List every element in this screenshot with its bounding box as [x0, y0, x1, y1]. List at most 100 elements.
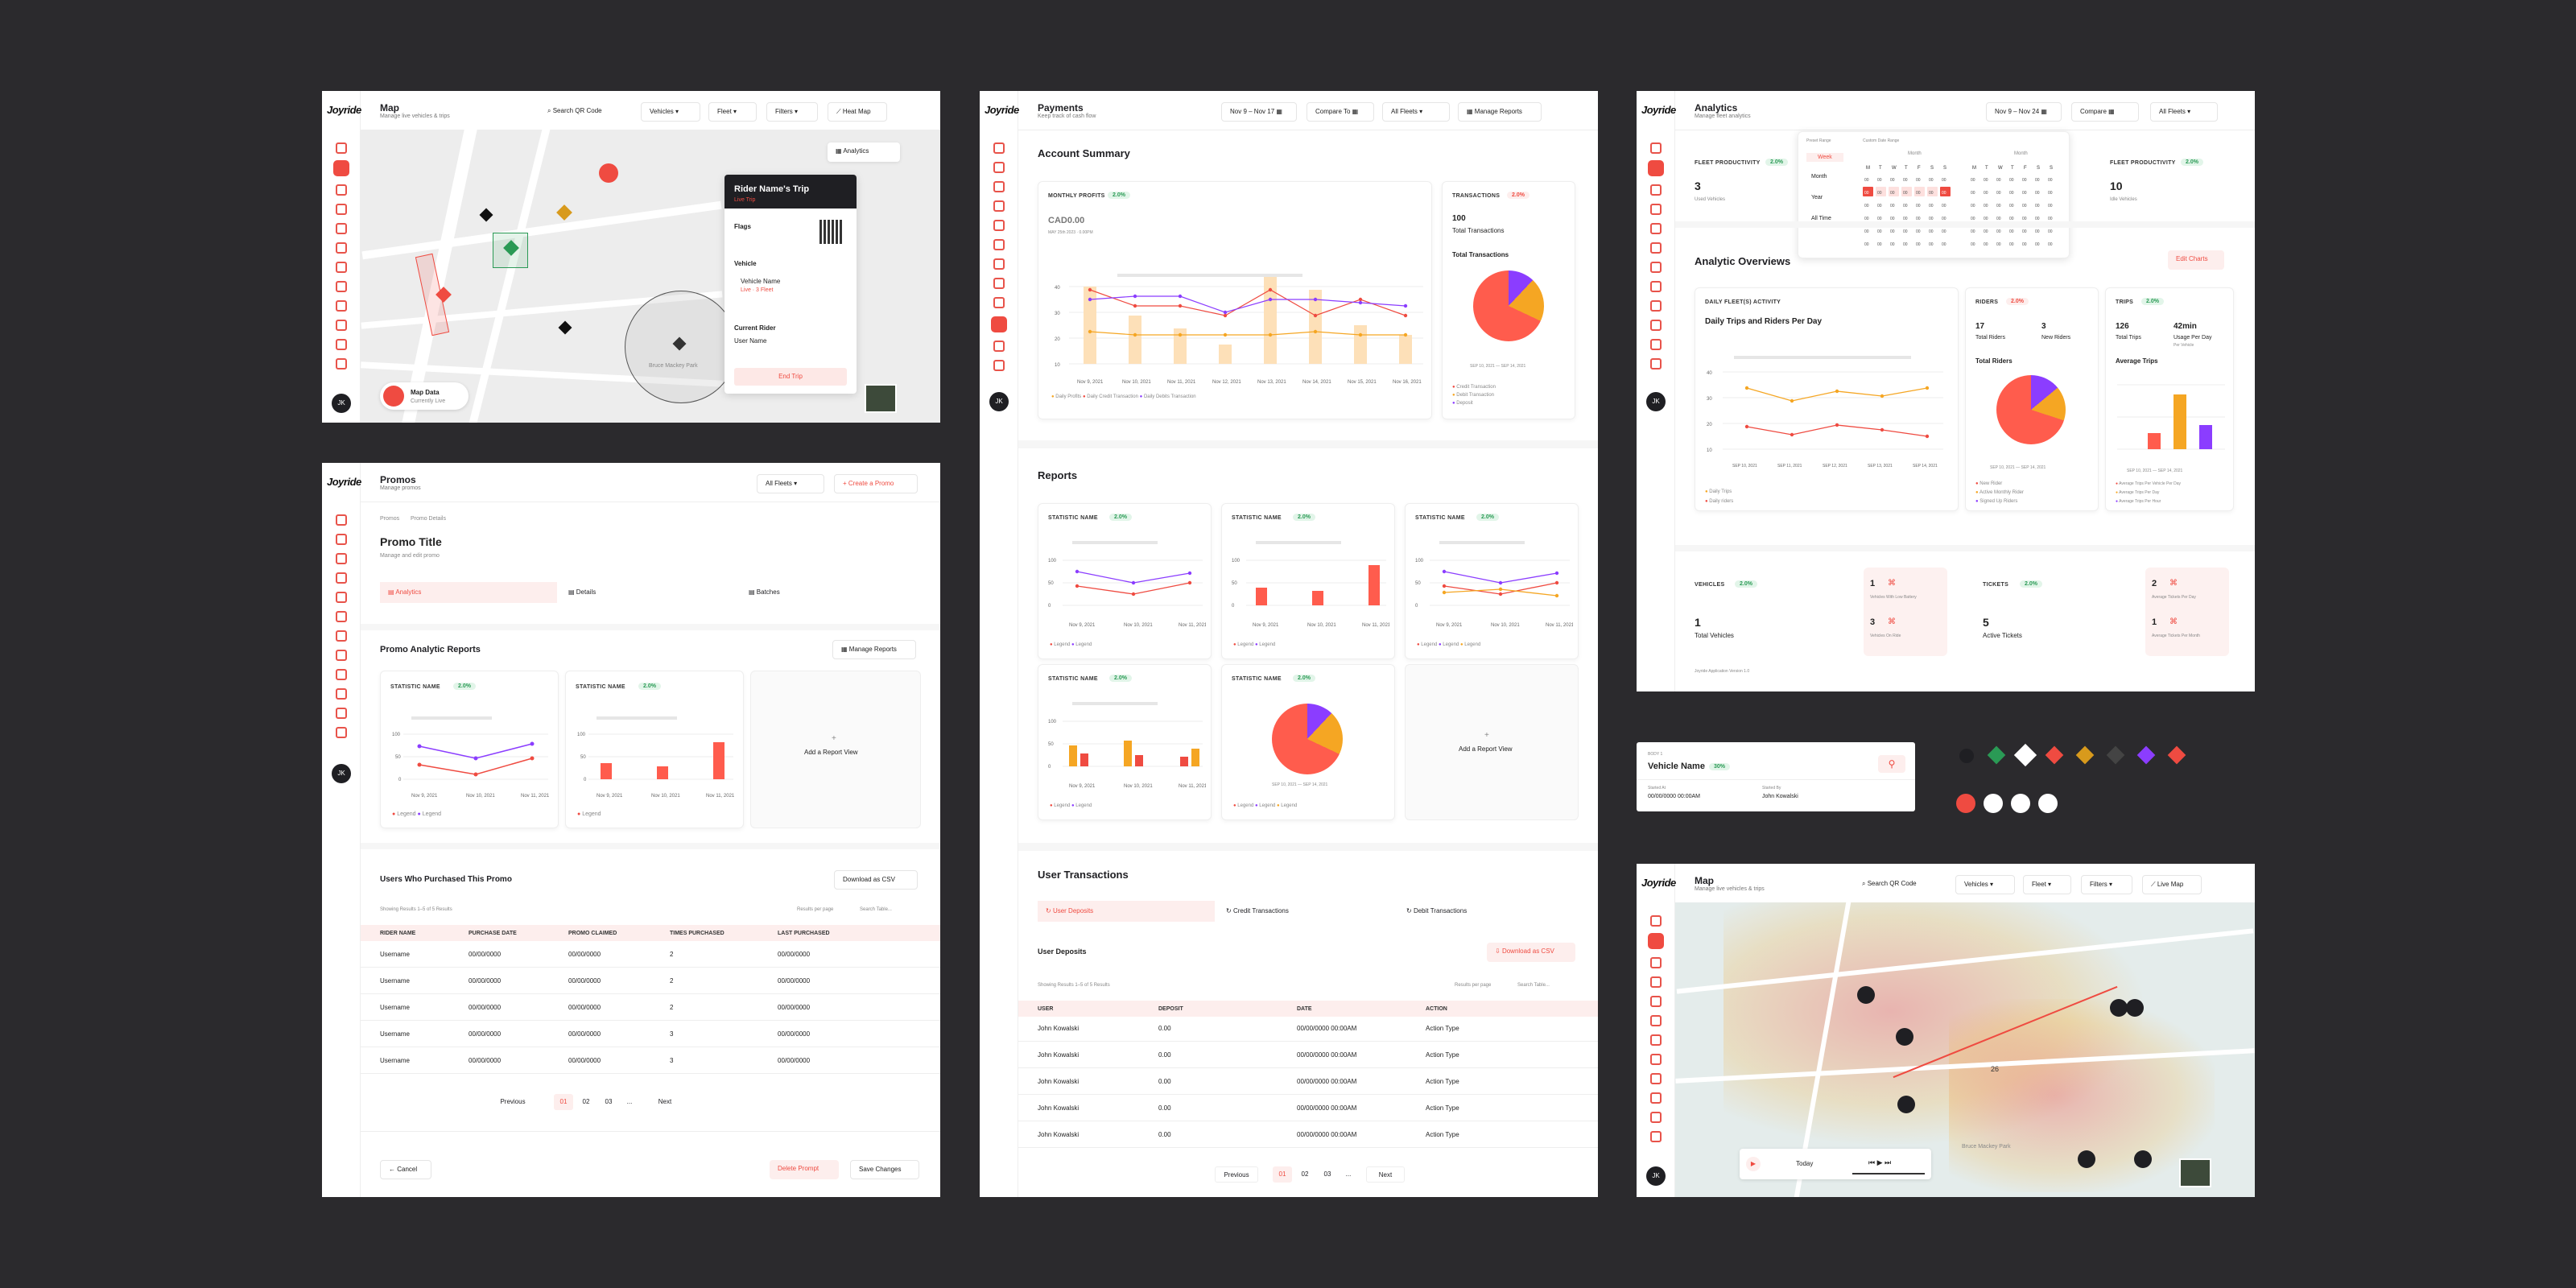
rider-marker[interactable]: [1956, 794, 1975, 813]
chart-icon[interactable]: [993, 278, 1005, 289]
search-input[interactable]: ⌕ Search QR Code: [539, 102, 628, 122]
ticket-icon[interactable]: [1650, 300, 1662, 312]
vehicle-marker[interactable]: [1987, 745, 2006, 765]
add-report-card[interactable]: + Add a Report View: [750, 671, 921, 828]
breadcrumb-promos[interactable]: Promos: [380, 516, 400, 522]
add-report-card[interactable]: + Add a Report View: [1405, 664, 1579, 820]
col-header[interactable]: DEPOSIT: [1158, 1006, 1183, 1012]
satellite-toggle[interactable]: [2179, 1158, 2211, 1187]
fleets-dropdown[interactable]: All Fleets ▾: [2150, 102, 2218, 122]
per-page[interactable]: Results per page: [1455, 983, 1492, 988]
cluster-marker[interactable]: [1896, 1028, 1913, 1046]
vehicle-marker[interactable]: [2013, 743, 2037, 767]
bike-icon[interactable]: [993, 200, 1005, 212]
col-header[interactable]: DATE: [1297, 1006, 1312, 1012]
playback-bar[interactable]: ▶ Today ⏮ ▶ ⏭: [1740, 1149, 1931, 1179]
fleet-dropdown[interactable]: Fleet ▾: [708, 102, 757, 122]
table-row[interactable]: [1018, 1067, 1598, 1068]
user-icon[interactable]: [1650, 262, 1662, 273]
users-icon[interactable]: [336, 262, 347, 273]
location-icon[interactable]: [1650, 996, 1662, 1007]
chart-icon[interactable]: [1650, 281, 1662, 292]
card-icon[interactable]: [1650, 1092, 1662, 1104]
avatar[interactable]: JK: [1646, 392, 1666, 411]
list-icon[interactable]: [1650, 184, 1662, 196]
search-table-input[interactable]: Search Table...: [860, 907, 892, 912]
settings-icon[interactable]: [336, 727, 347, 738]
prev-button[interactable]: Previous: [1215, 1166, 1258, 1183]
next-button[interactable]: Next: [658, 1098, 672, 1105]
col-header[interactable]: LAST PURCHASED: [778, 931, 830, 936]
rider-marker[interactable]: [599, 163, 618, 183]
table-row[interactable]: [1018, 1041, 1598, 1042]
fleets-dropdown[interactable]: All Fleets ▾: [1382, 102, 1450, 122]
settings-icon[interactable]: [336, 358, 347, 369]
ticket-icon[interactable]: [336, 669, 347, 680]
tab-details[interactable]: ▤ Details: [568, 588, 597, 596]
cluster-marker[interactable]: [1857, 986, 1875, 1004]
vehicle-card[interactable]: BODY 1 Vehicle Name 30% ⚲ Started At 00/…: [1637, 742, 1915, 811]
table-row[interactable]: [361, 1073, 940, 1074]
card-icon[interactable]: [336, 339, 347, 350]
card-icon[interactable]: [1650, 320, 1662, 331]
bike-icon[interactable]: [336, 572, 347, 584]
compare-button[interactable]: Compare To ▦: [1307, 102, 1374, 122]
bike-icon[interactable]: [1650, 976, 1662, 988]
cluster-marker[interactable]: [2078, 1150, 2095, 1168]
page-1[interactable]: 01: [554, 1094, 573, 1110]
chart-icon[interactable]: [336, 650, 347, 661]
search-table-input[interactable]: Search Table...: [1517, 983, 1550, 988]
preset-week[interactable]: Week: [1806, 153, 1843, 162]
vehicle-marker[interactable]: [558, 320, 572, 335]
location-icon[interactable]: [1650, 223, 1662, 234]
today-label[interactable]: Today: [1796, 1160, 1814, 1167]
ticket-icon[interactable]: [1650, 1073, 1662, 1084]
col-header[interactable]: RIDER NAME: [380, 931, 416, 936]
location-icon[interactable]: [336, 242, 347, 254]
payments-icon[interactable]: [991, 316, 1007, 332]
cluster-marker[interactable]: [2126, 999, 2144, 1017]
manage-reports-button[interactable]: ▦ Manage Reports: [1458, 102, 1542, 122]
table-row[interactable]: [361, 1046, 940, 1047]
user-icon[interactable]: [993, 258, 1005, 270]
map-icon[interactable]: [1648, 933, 1664, 949]
download-csv-button[interactable]: Download as CSV: [834, 870, 918, 890]
vehicle-marker[interactable]: [2167, 745, 2186, 765]
promo-icon[interactable]: [1650, 1112, 1662, 1123]
preset-month[interactable]: Month: [1811, 174, 1827, 180]
promo-icon[interactable]: [993, 341, 1005, 352]
users-icon[interactable]: [1650, 1015, 1662, 1026]
list-icon[interactable]: [993, 181, 1005, 192]
table-row[interactable]: [361, 993, 940, 994]
promo-icon[interactable]: [1650, 339, 1662, 350]
bike-icon[interactable]: [1650, 204, 1662, 215]
vehicle-marker[interactable]: [556, 204, 572, 221]
tab-user-deposits[interactable]: ↻ User Deposits: [1038, 901, 1215, 922]
end-trip-button[interactable]: End Trip: [734, 368, 847, 386]
compare-button[interactable]: Compare ▦: [2071, 102, 2139, 122]
analytics-button[interactable]: ▦ Analytics: [828, 142, 900, 162]
map-data-badge[interactable]: Map Data Currently Live: [380, 382, 469, 410]
home-icon[interactable]: [336, 514, 347, 526]
play-button[interactable]: ▶: [1746, 1157, 1761, 1171]
preset-year[interactable]: Year: [1811, 195, 1823, 200]
home-icon[interactable]: [993, 142, 1005, 154]
page-3[interactable]: 03: [1323, 1170, 1331, 1178]
live-map-button[interactable]: ⟋ Live Map: [2142, 875, 2202, 894]
vehicles-dropdown[interactable]: Vehicles ▾: [1955, 875, 2015, 894]
heatmap-canvas[interactable]: 26 Bruce Mackey Park ▶ Today ⏮ ▶ ⏭: [1675, 902, 2255, 1197]
timeline-slider[interactable]: [1852, 1173, 1925, 1174]
breadcrumb-details[interactable]: Promo Details: [411, 516, 446, 522]
page-3[interactable]: 03: [605, 1098, 613, 1105]
cancel-button[interactable]: ← Cancel: [380, 1160, 431, 1179]
home-icon[interactable]: [336, 142, 347, 154]
date-range-picker[interactable]: Nov 9 – Nov 24 ▦: [1986, 102, 2062, 122]
save-button[interactable]: Save Changes: [850, 1160, 919, 1179]
page-1[interactable]: 01: [1273, 1166, 1292, 1183]
download-csv-button[interactable]: ⇩ Download as CSV: [1487, 943, 1575, 962]
home-icon[interactable]: [1650, 142, 1662, 154]
edit-charts-button[interactable]: Edit Charts: [2168, 250, 2224, 270]
fleets-dropdown[interactable]: All Fleets ▾: [757, 474, 824, 493]
vehicles-dropdown[interactable]: Vehicles ▾: [641, 102, 700, 122]
table-row[interactable]: [361, 967, 940, 968]
